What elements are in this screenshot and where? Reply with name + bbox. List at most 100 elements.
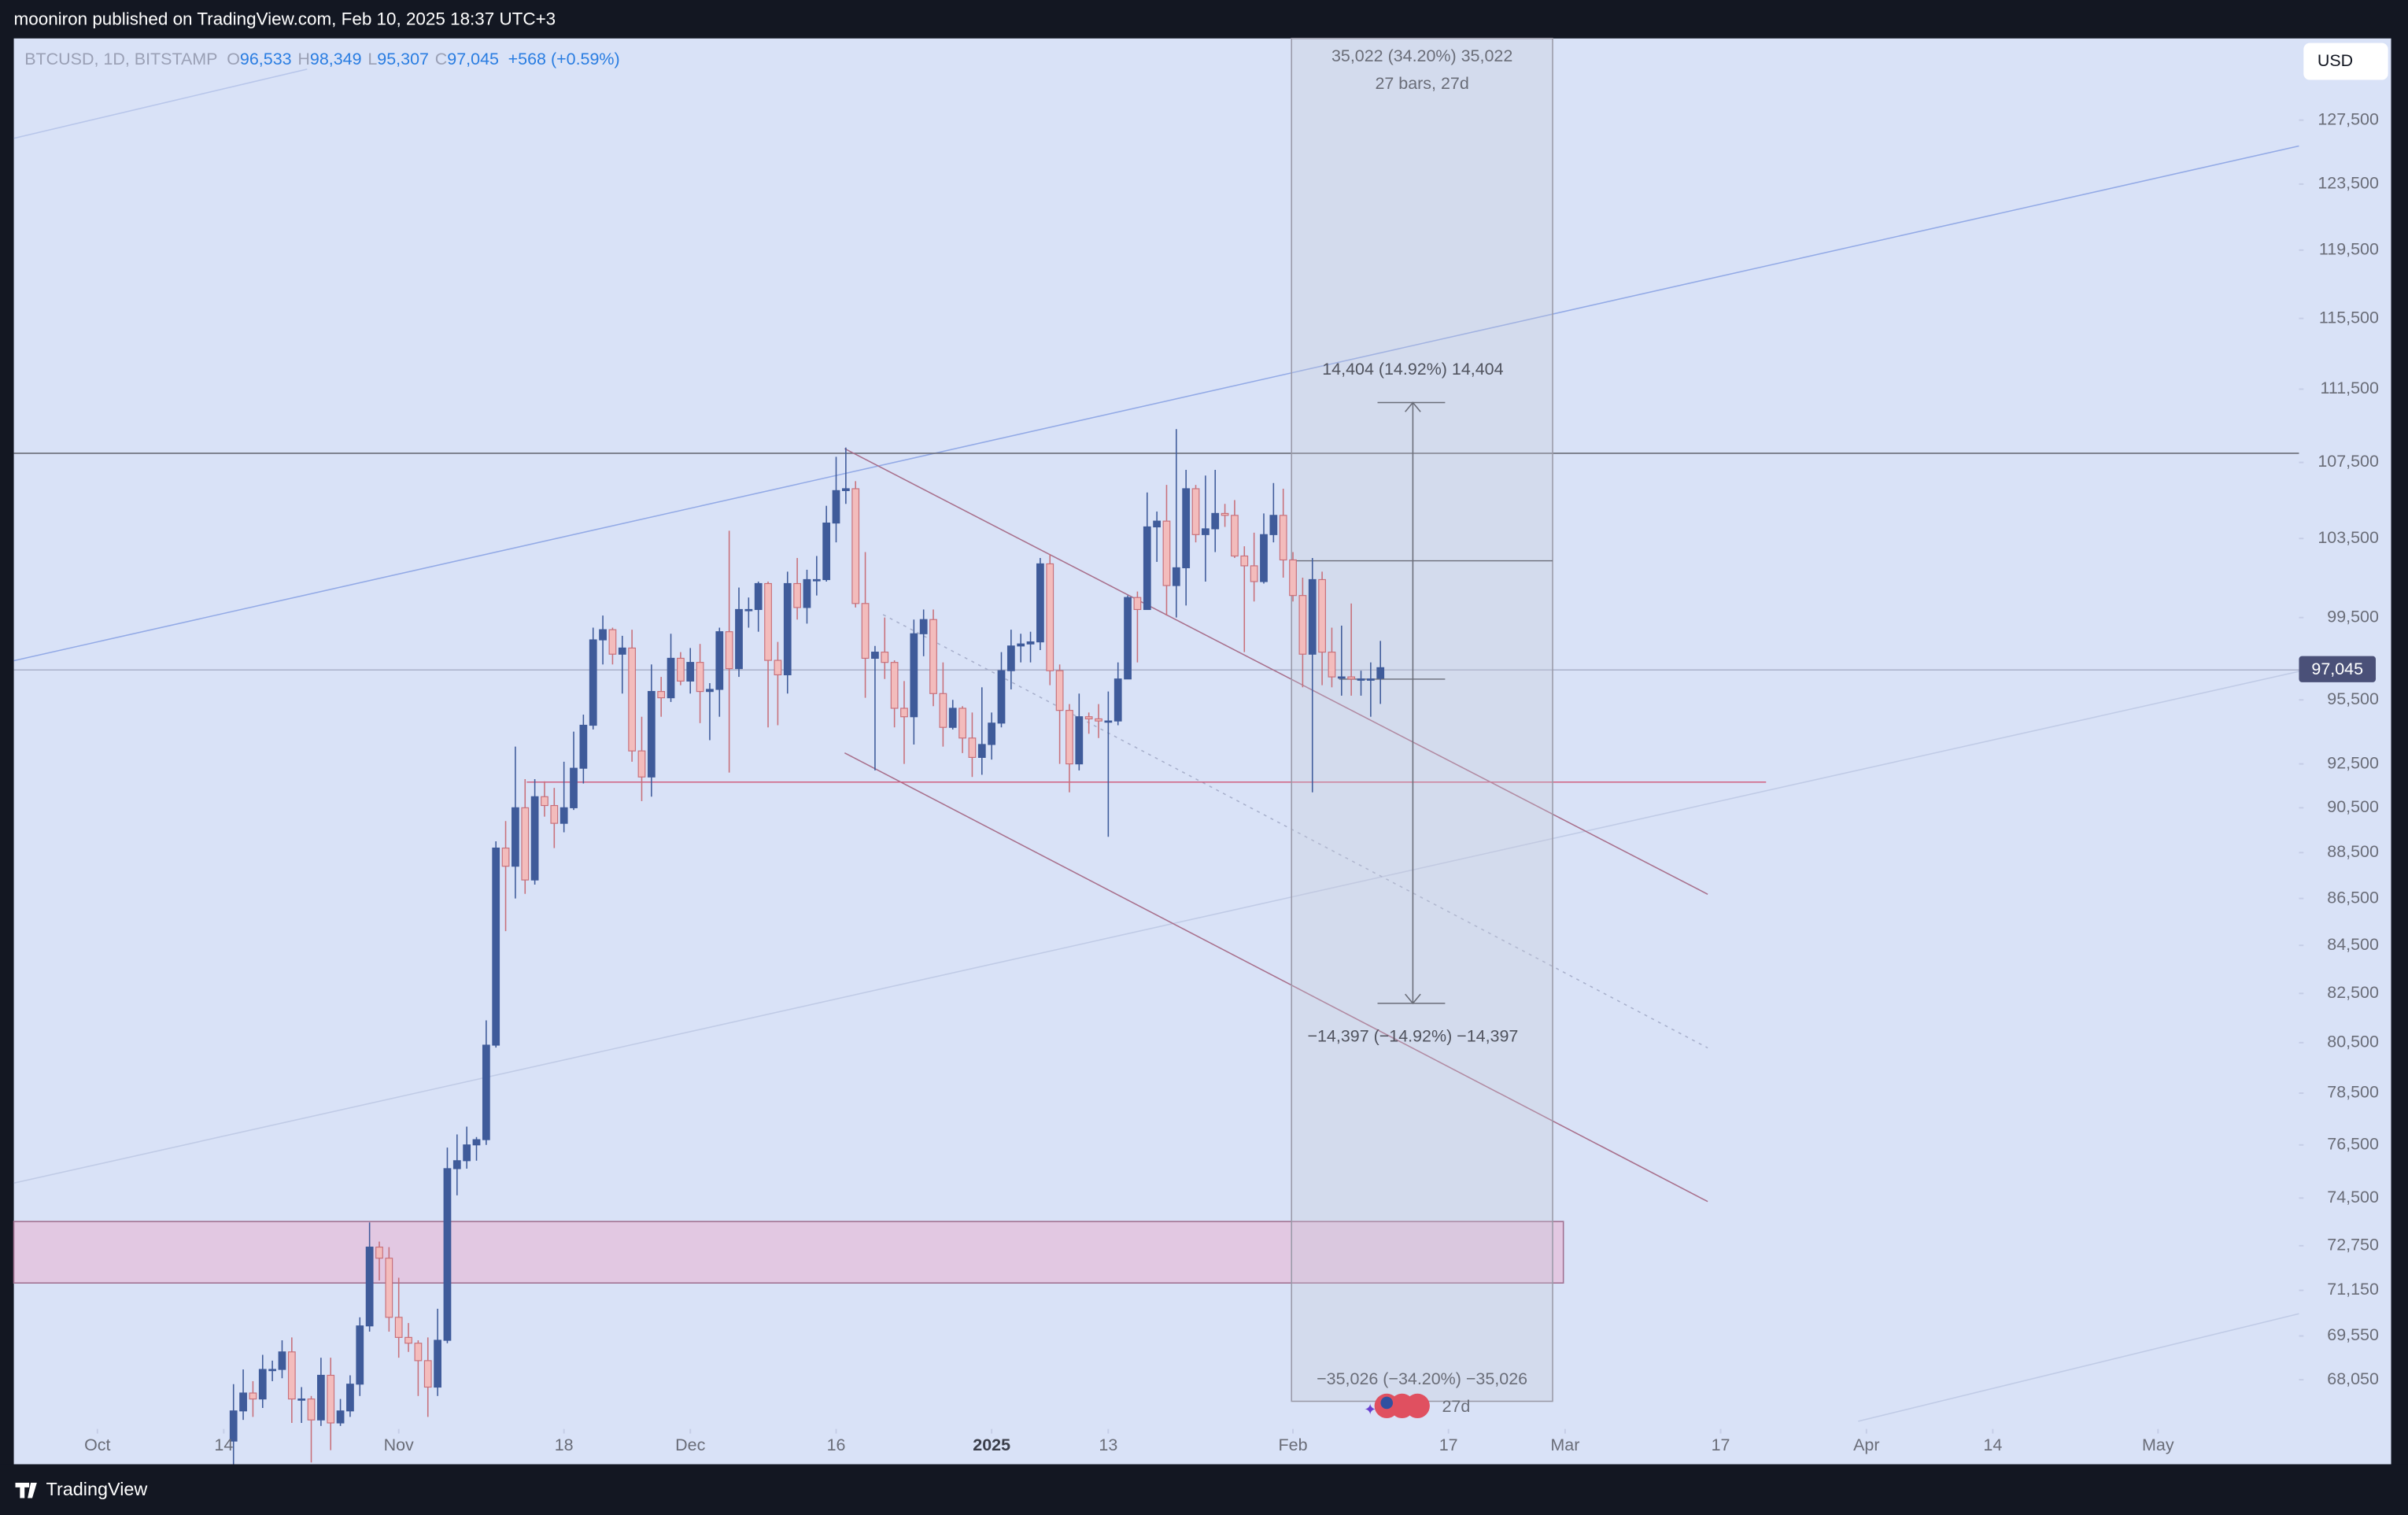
y-tick-label: 103,500 bbox=[2318, 528, 2379, 547]
candle-body bbox=[939, 693, 947, 728]
event-icons: ✦ bbox=[1364, 1393, 1430, 1419]
candle-body bbox=[414, 1343, 423, 1362]
x-tick-label: Feb bbox=[1279, 1436, 1308, 1454]
candle-body bbox=[239, 1392, 247, 1412]
candle-body bbox=[618, 647, 626, 655]
candle-body bbox=[997, 670, 1006, 724]
candle-body bbox=[327, 1374, 335, 1424]
channel-line bbox=[844, 448, 1708, 895]
candle-body bbox=[948, 708, 957, 728]
candle-body bbox=[1357, 678, 1365, 681]
publisher: mooniron published on TradingView.com, F… bbox=[14, 9, 556, 28]
candle-body bbox=[677, 657, 685, 682]
y-tick-label: 80,500 bbox=[2327, 1032, 2379, 1051]
channel-line bbox=[844, 752, 1708, 1203]
legend-value: 97,045 bbox=[447, 50, 499, 68]
y-tick-label: 78,500 bbox=[2327, 1083, 2379, 1102]
candle-body bbox=[512, 807, 519, 867]
y-tick-label: 71,150 bbox=[2327, 1280, 2379, 1299]
y-tick-label: 99,500 bbox=[2327, 607, 2379, 626]
candle-body bbox=[501, 847, 510, 867]
legend-symbol: BTCUSD, 1D, BITSTAMP bbox=[24, 50, 217, 68]
candle-body bbox=[1114, 678, 1122, 722]
candle-body bbox=[229, 1410, 238, 1442]
y-tick-label: 76,500 bbox=[2327, 1134, 2379, 1153]
candle-body bbox=[521, 807, 530, 881]
candle-body bbox=[977, 744, 986, 758]
candle-body bbox=[1240, 555, 1249, 567]
candle-body bbox=[706, 689, 714, 693]
footer bbox=[0, 1464, 2408, 1515]
candle-body bbox=[307, 1398, 316, 1421]
candle-body bbox=[570, 767, 578, 808]
candle-body bbox=[1201, 528, 1210, 535]
candle-body bbox=[715, 631, 724, 690]
legend-key: O bbox=[227, 50, 240, 68]
y-tick-label: 115,500 bbox=[2319, 308, 2379, 327]
candle-body bbox=[1269, 515, 1278, 535]
legend-key: H bbox=[297, 50, 310, 68]
candle-body bbox=[434, 1339, 441, 1388]
channel-mid-line bbox=[882, 614, 1708, 1049]
axes: 127,500 123,500 119,500 115,500 111,500 107,5… bbox=[84, 109, 2379, 1454]
y-tick-label: 88,500 bbox=[2327, 842, 2379, 861]
candle-body bbox=[599, 629, 607, 641]
last-price: 97,045 bbox=[2311, 660, 2363, 678]
x-tick-label: Oct bbox=[84, 1436, 110, 1454]
candle-body bbox=[1055, 670, 1064, 711]
candle-body bbox=[841, 488, 850, 491]
candle-body bbox=[774, 660, 782, 676]
candle-body bbox=[958, 708, 966, 739]
candle-body bbox=[657, 691, 666, 699]
candle-body bbox=[1328, 652, 1336, 678]
candle-body bbox=[793, 582, 801, 608]
y-tick-label: 82,500 bbox=[2327, 983, 2379, 1002]
measure-label: −35,026 (−34.20%) −35,026 bbox=[1317, 1369, 1527, 1388]
candle-body bbox=[871, 652, 879, 660]
x-tick-label: 2025 bbox=[973, 1436, 1010, 1454]
measure-label: 27 bars, 27d bbox=[1375, 74, 1468, 93]
legend-key: L bbox=[367, 50, 377, 68]
candle-body bbox=[783, 582, 792, 676]
x-tick-label: 13 bbox=[1099, 1436, 1117, 1454]
candle-body bbox=[735, 608, 743, 670]
candle-body bbox=[1006, 645, 1015, 671]
candle-body bbox=[1289, 559, 1297, 597]
candle-body bbox=[443, 1168, 452, 1341]
y-tick-label: 92,500 bbox=[2327, 753, 2379, 772]
x-tick-label: 17 bbox=[1712, 1436, 1730, 1454]
candle-body bbox=[988, 722, 996, 745]
candle-body bbox=[1260, 534, 1268, 582]
candle-body bbox=[822, 523, 831, 581]
candle-body bbox=[287, 1351, 296, 1400]
x-tick-label: 16 bbox=[827, 1436, 846, 1454]
candle-body bbox=[1133, 597, 1142, 611]
candle-body bbox=[1026, 641, 1035, 645]
event-icon[interactable] bbox=[1405, 1393, 1430, 1419]
candle-body bbox=[1308, 578, 1317, 655]
candle-body bbox=[754, 582, 763, 611]
candle-body bbox=[472, 1139, 481, 1146]
trend-line bbox=[13, 68, 308, 139]
candle-body bbox=[1231, 515, 1239, 557]
candle-body bbox=[1221, 512, 1229, 516]
currency-button[interactable] bbox=[2303, 42, 2388, 80]
candle-body bbox=[890, 662, 899, 709]
candle-body bbox=[1191, 488, 1200, 535]
y-tick-label: 111,500 bbox=[2321, 379, 2379, 397]
legend-change: +568 (+0.59%) bbox=[508, 50, 620, 68]
candle-body bbox=[637, 750, 646, 778]
candle-body bbox=[249, 1392, 257, 1400]
measure-label: 14,404 (14.92%) 14,404 bbox=[1322, 360, 1503, 379]
x-tick-label: May bbox=[2142, 1436, 2174, 1454]
candle-body bbox=[1250, 565, 1258, 582]
x-tick-label: 17 bbox=[1439, 1436, 1458, 1454]
candle-body bbox=[356, 1325, 364, 1385]
candles bbox=[229, 429, 1385, 1478]
candle-body bbox=[1298, 595, 1307, 655]
legend-value: 96,533 bbox=[240, 50, 292, 68]
candle-body bbox=[1153, 520, 1161, 528]
x-tick-label: 18 bbox=[555, 1436, 574, 1454]
y-tick-label: 84,500 bbox=[2327, 935, 2379, 954]
candle-body bbox=[452, 1160, 461, 1170]
